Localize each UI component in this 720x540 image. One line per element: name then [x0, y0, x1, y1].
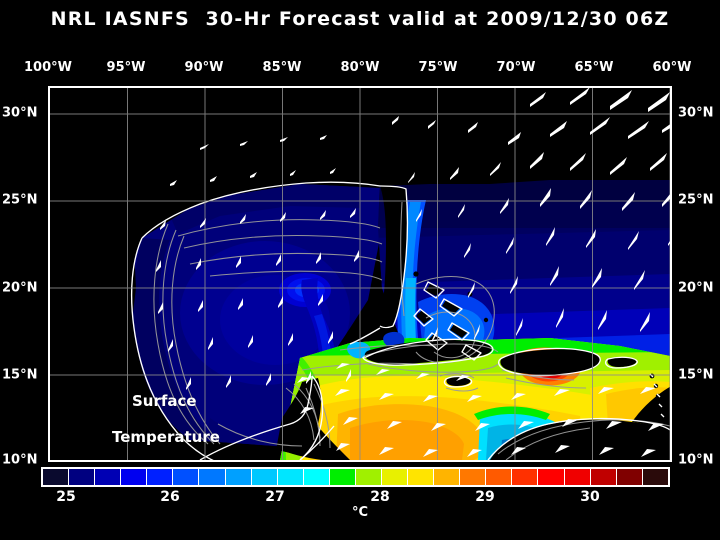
colorbar-band-7	[225, 469, 252, 485]
colorbar	[41, 467, 670, 487]
lon-tick-100w: 100°W	[24, 60, 72, 75]
lat-tick-right-10n: 10°N	[678, 452, 714, 468]
colorbar-band-11	[329, 469, 356, 485]
colorbar-tick-28: 28	[370, 489, 390, 505]
colorbar-band-19	[538, 469, 565, 485]
lon-tick-80w: 80°W	[340, 60, 380, 75]
colorbar-band-5	[173, 469, 200, 485]
colorbar-band-14	[408, 469, 435, 485]
wind-vector-layer	[156, 88, 670, 457]
sst-field	[50, 88, 670, 460]
lon-tick-60w: 60°W	[652, 60, 692, 75]
figure-title: NRL IASNFS 30-Hr Forecast valid at 2009/…	[50, 8, 670, 30]
colorbar-band-23	[642, 469, 668, 485]
colorbar-band-10	[303, 469, 330, 485]
colorbar-band-4	[147, 469, 174, 485]
colorbar-tick-26: 26	[160, 489, 180, 505]
annotation-temperature: Temperature	[112, 428, 220, 446]
colorbar-band-2	[95, 469, 122, 485]
lat-tick-left-25n: 25°N	[2, 192, 38, 208]
map-plot-area	[48, 86, 672, 462]
colorbar-band-20	[564, 469, 591, 485]
lat-tick-left-30n: 30°N	[2, 105, 38, 121]
lon-tick-85w: 85°W	[262, 60, 302, 75]
lon-tick-90w: 90°W	[184, 60, 224, 75]
colorbar-band-6	[199, 469, 226, 485]
colorbar-tick-30: 30	[580, 489, 600, 505]
lat-tick-right-15n: 15°N	[678, 367, 714, 383]
colorbar-band-13	[382, 469, 409, 485]
lon-tick-70w: 70°W	[496, 60, 536, 75]
lat-tick-left-10n: 10°N	[2, 452, 38, 468]
colorbar-tick-25: 25	[56, 489, 76, 505]
colorbar-band-9	[277, 469, 304, 485]
lat-tick-right-20n: 20°N	[678, 280, 714, 296]
colorbar-band-1	[69, 469, 96, 485]
lat-tick-left-20n: 20°N	[2, 280, 38, 296]
colorbar-tick-27: 27	[265, 489, 285, 505]
colorbar-band-8	[251, 469, 278, 485]
colorbar-unit-label: °C	[351, 505, 369, 520]
colorbar-band-16	[460, 469, 487, 485]
lon-tick-65w: 65°W	[574, 60, 614, 75]
lon-tick-95w: 95°W	[106, 60, 146, 75]
colorbar-band-22	[616, 469, 643, 485]
colorbar-band-15	[434, 469, 461, 485]
annotation-surface: Surface	[132, 392, 197, 410]
lat-tick-right-30n: 30°N	[678, 105, 714, 121]
colorbar-band-0	[43, 469, 70, 485]
map-canvas	[50, 88, 670, 460]
colorbar-band-3	[121, 469, 148, 485]
lat-tick-left-15n: 15°N	[2, 367, 38, 383]
colorbar-band-18	[512, 469, 539, 485]
lon-tick-75w: 75°W	[418, 60, 458, 75]
lat-tick-right-25n: 25°N	[678, 192, 714, 208]
colorbar-band-17	[486, 469, 513, 485]
colorbar-band-12	[355, 469, 383, 485]
colorbar-band-21	[590, 469, 617, 485]
colorbar-tick-29: 29	[475, 489, 495, 505]
